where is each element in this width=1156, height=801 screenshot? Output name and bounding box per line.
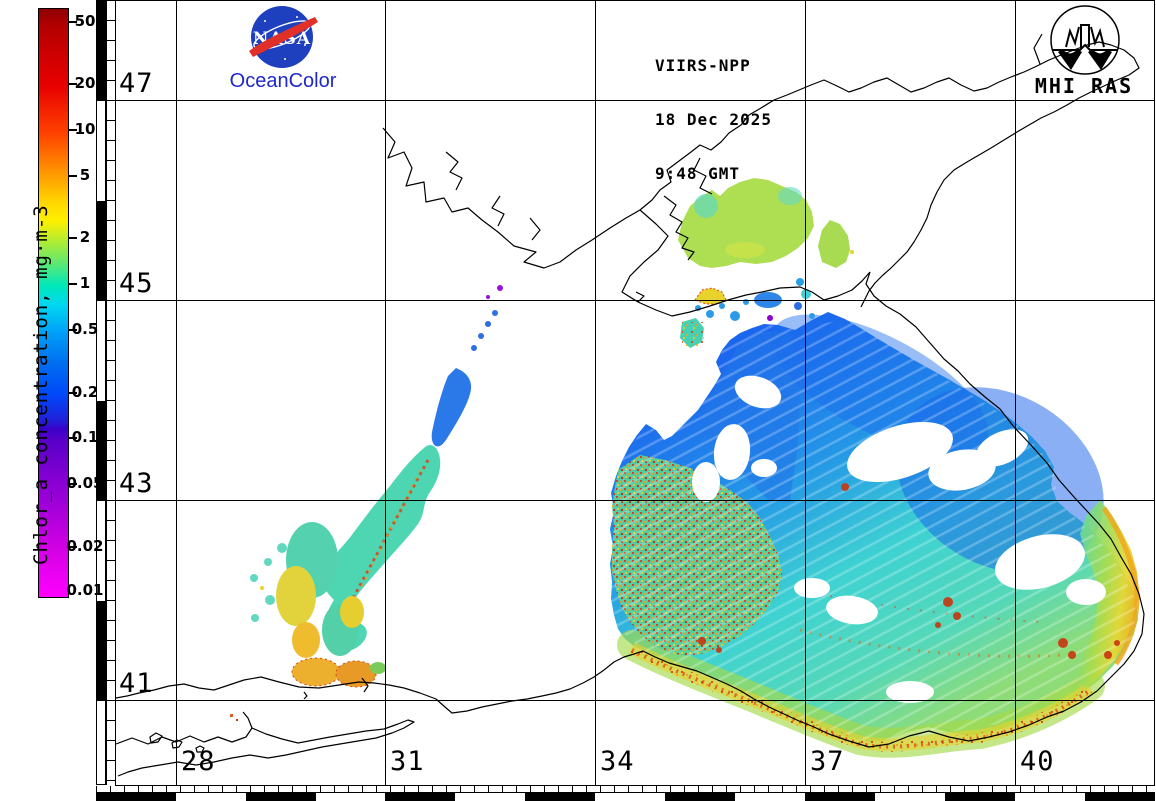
- coast-syvash: [663, 195, 695, 261]
- institute-label: MHI RAS: [1034, 74, 1134, 98]
- coast-marmara: [117, 719, 415, 777]
- satellite-name: VIIRS-NPP: [655, 56, 751, 75]
- colorbar-tick: [69, 392, 77, 394]
- lon-label-40: 40: [1020, 746, 1055, 777]
- acquisition-info: VIIRS-NPP 18 Dec 2025 9:48 GMT: [655, 21, 772, 219]
- colorbar-tick: [69, 483, 77, 485]
- colorbar-label: 0.1: [71, 428, 99, 446]
- lon-label-28: 28: [181, 746, 216, 777]
- coast-syvash: [693, 157, 713, 195]
- colorbar-tick: [69, 283, 77, 285]
- azov-data-patch: [678, 178, 854, 268]
- colorbar-label: 2: [79, 228, 91, 246]
- colorbar-tick: [69, 21, 77, 23]
- lon-label-34: 34: [600, 746, 635, 777]
- colorbar-tick: [69, 83, 77, 85]
- colorbar-tick: [69, 329, 77, 331]
- coast-detail: [303, 691, 308, 700]
- coast-rivers-ne: [1033, 33, 1043, 65]
- colorbar-label: 50: [74, 12, 96, 30]
- colorbar-label: 1: [79, 274, 91, 292]
- colorbar-label: 0.01: [66, 581, 104, 599]
- colorbar-tick: [69, 546, 77, 548]
- lat-label-41: 41: [119, 668, 154, 699]
- nasa-swoosh: [249, 17, 318, 57]
- coast-estuaries: [529, 217, 541, 241]
- colorbar-title: Chlor_a concentration, mg·m-3: [30, 204, 52, 565]
- lon-label-31: 31: [390, 746, 425, 777]
- bottom-tick-bar: [96, 786, 1155, 793]
- mhi-ras-logo-icon: [1050, 5, 1120, 75]
- marmara-island: [195, 745, 205, 753]
- coast-caucasus-anatolia: [115, 271, 1145, 748]
- coast-detail: [361, 677, 369, 693]
- colorbar-tick: [69, 129, 77, 131]
- colorbar-label: 10: [74, 120, 96, 138]
- graticule: [115, 0, 1155, 786]
- oceancolor-label: OceanColor: [229, 70, 337, 92]
- bottom-degree-bar: [96, 793, 1155, 801]
- lat-label-45: 45: [119, 268, 154, 299]
- red-hotspots: [698, 483, 1120, 659]
- cloud-gaps: [692, 375, 1106, 703]
- chlorophyll-data-layer: [230, 178, 1140, 758]
- marmara-island: [171, 739, 183, 749]
- acquisition-time: 9:48 GMT: [655, 164, 741, 183]
- left-tick-bar: [106, 0, 115, 785]
- coast-estuaries: [491, 195, 505, 227]
- lon-label-37: 37: [810, 746, 845, 777]
- colorbar-label: 20: [74, 74, 96, 92]
- colorbar-label: 0.05: [66, 474, 104, 492]
- west-shelf-data: [230, 285, 503, 721]
- coast-detail: [635, 291, 645, 303]
- marmara-island: [149, 732, 163, 744]
- scan-stripe-overlay: [611, 319, 1136, 742]
- nasa-logo-icon: NASA: [249, 6, 318, 68]
- colorbar-label: 0.02: [66, 537, 104, 555]
- colorbar-tick: [69, 175, 77, 177]
- colorbar-tick: [69, 437, 77, 439]
- colorbar-label: 0.5: [71, 320, 99, 338]
- colorbar-label: 5: [79, 166, 91, 184]
- colorbar-tick: [69, 237, 77, 239]
- lat-label-47: 47: [119, 68, 154, 99]
- coast-estuaries: [445, 151, 463, 191]
- left-degree-bar: [96, 0, 106, 785]
- chlorophyll-colorbar: [38, 8, 69, 598]
- acquisition-date: 18 Dec 2025: [655, 110, 772, 129]
- lat-label-43: 43: [119, 468, 154, 499]
- colorbar-label: 0.2: [71, 383, 99, 401]
